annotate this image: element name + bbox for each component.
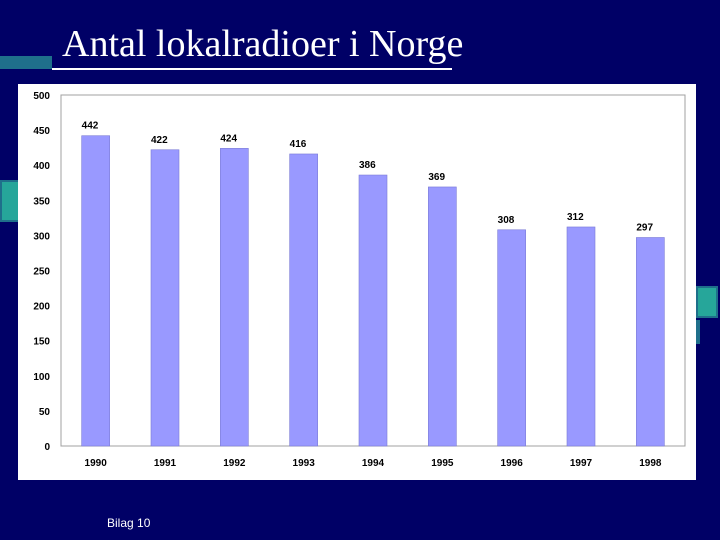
x-tick-label: 1995: [431, 458, 454, 469]
decor-right-teal-block: [696, 286, 718, 318]
y-tick-label: 0: [44, 442, 50, 453]
x-tick-label: 1991: [154, 458, 177, 469]
data-label: 416: [290, 139, 307, 150]
bar: [428, 186, 457, 447]
x-tick-label: 1996: [501, 458, 524, 469]
x-tick-label: 1992: [223, 458, 246, 469]
decor-right-lower-block: [696, 320, 700, 344]
bar: [150, 149, 180, 447]
decor-top-left-block: [0, 56, 52, 69]
y-tick-label: 450: [33, 126, 50, 137]
chart-panel: 0 50 100 150 200 250 300 350 400 450 500 442 1990 422…: [18, 84, 696, 480]
x-tick-label: 1990: [85, 458, 108, 469]
bar: [220, 148, 249, 447]
slide-title: Antal lokalradioer i Norge: [62, 23, 464, 65]
x-tick-label: 1997: [570, 458, 593, 469]
bar: [81, 135, 110, 447]
data-label: 297: [636, 223, 653, 234]
y-tick-label: 150: [33, 337, 50, 348]
bar: [636, 237, 665, 447]
data-label: 422: [151, 135, 168, 146]
data-label: 386: [359, 160, 376, 171]
bar-chart: 0 50 100 150 200 250 300 350 400 450 500 442 1990 422…: [33, 91, 686, 469]
bar: [566, 226, 596, 447]
data-label: 424: [220, 133, 237, 144]
y-tick-label: 200: [33, 302, 50, 313]
data-label: 312: [567, 212, 584, 223]
y-tick-label: 400: [33, 161, 50, 172]
x-tick-label: 1994: [362, 458, 385, 469]
y-tick-label: 300: [33, 231, 50, 242]
data-label: 442: [82, 121, 99, 132]
data-label: 369: [428, 172, 445, 183]
y-tick-label: 350: [33, 196, 50, 207]
x-tick-label: 1998: [639, 458, 662, 469]
decor-left-teal-block: [0, 180, 20, 222]
bar: [289, 153, 318, 447]
y-tick-label: 100: [33, 372, 50, 383]
y-tick-label: 250: [33, 267, 50, 278]
title-underline: [52, 68, 452, 70]
bar: [497, 229, 526, 447]
data-label: 308: [498, 215, 515, 226]
y-tick-label: 500: [33, 91, 50, 102]
x-tick-label: 1993: [293, 458, 316, 469]
slide-footer: Bilag 10: [107, 516, 151, 530]
y-tick-label: 50: [39, 407, 51, 418]
bar: [358, 174, 388, 447]
